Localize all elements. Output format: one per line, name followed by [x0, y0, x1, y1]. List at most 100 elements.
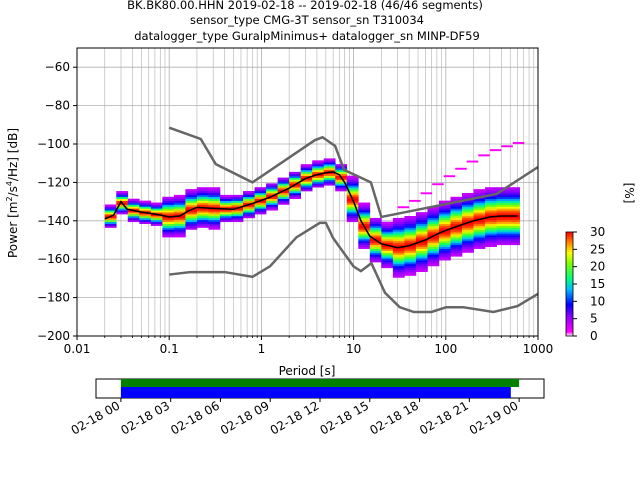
psd-density-cell: [392, 262, 405, 265]
psd-density-cell: [254, 189, 267, 192]
psd-density-cell: [496, 225, 509, 228]
psd-density-cell: [196, 192, 209, 196]
psd-density-cell: [392, 260, 405, 263]
y-axis-label: Power [m2/s4/Hz] [dB]: [5, 128, 20, 258]
y-tick-label: −160: [37, 252, 70, 266]
psd-density-cell: [243, 202, 255, 205]
psd-density-cell: [415, 269, 428, 272]
psd-density-cell: [369, 246, 382, 249]
psd-density-cell: [381, 240, 394, 244]
psd-density-cell: [254, 210, 267, 213]
psd-density-cell: [266, 206, 278, 209]
psd-density-cell: [139, 214, 152, 217]
psd-density-cell: [485, 240, 497, 244]
psd-density-cell: [266, 198, 278, 201]
psd-density-cell: [392, 242, 405, 246]
timeline-tick-label: 02-19 00: [467, 398, 521, 437]
psd-density-cell: [392, 235, 405, 238]
timeline-tick-label: 02-18 03: [118, 398, 172, 437]
psd-density-cell: [312, 181, 325, 184]
psd-density-cell: [196, 204, 209, 207]
psd-density-cell: [392, 239, 405, 242]
x-axis-label: Period [s]: [279, 364, 336, 378]
psd-density-cell: [381, 233, 394, 236]
psd-density-cell: [404, 256, 417, 259]
psd-density-cell: [427, 214, 440, 217]
psd-density-cell: [173, 210, 186, 213]
psd-density-cell: [438, 248, 451, 251]
psd-density-cell: [173, 196, 186, 200]
psd-density-cell: [450, 196, 463, 200]
psd-density-cell: [438, 217, 451, 221]
psd-density-cell: [254, 187, 267, 190]
psd-density-cell: [185, 196, 198, 200]
psd-density-cell: [473, 206, 486, 209]
psd-density-cell: [508, 239, 520, 242]
psd-density-cell: [208, 204, 221, 207]
psd-density-cell: [473, 223, 486, 226]
psd-density-cell: [473, 225, 486, 228]
psd-density-cell: [254, 194, 267, 198]
psd-density-cell: [450, 248, 463, 251]
psd-density-cell: [438, 258, 451, 261]
psd-density-cell: [277, 198, 290, 201]
psd-density-cell: [266, 208, 278, 211]
colorbar-gradient: [565, 231, 574, 337]
psd-density-cell: [392, 273, 405, 276]
psd-density-cell: [243, 196, 255, 200]
psd-density-cell: [485, 210, 497, 213]
grid-lines: [76, 48, 538, 337]
psd-density-cell: [392, 267, 405, 271]
psd-density-cell: [392, 275, 405, 278]
psd-density-cell: [150, 219, 163, 223]
psd-density-cell: [277, 183, 290, 186]
psd-density-cell: [196, 210, 209, 213]
psd-density-cell: [415, 248, 428, 251]
psd-density-cell: [508, 217, 520, 221]
psd-density-cell: [116, 204, 129, 207]
psd-density-cell: [496, 242, 509, 246]
psd-density-cell: [335, 189, 348, 192]
psd-density-cell: [462, 192, 474, 196]
psd-density-cell: [508, 189, 520, 192]
timeline-tick-label: 02-18 21: [417, 398, 471, 437]
psd-density-cell: [208, 225, 221, 228]
psd-density-cell: [116, 200, 129, 203]
psd-density-cell: [335, 181, 348, 184]
psd-density-cell: [427, 256, 440, 259]
psd-density-cell: [381, 227, 394, 230]
psd-density-cell: [369, 231, 382, 234]
psd-density-cell: [427, 258, 440, 261]
psd-density-cell: [116, 198, 129, 201]
psd-density-cell: [266, 183, 278, 186]
psd-density-cell: [266, 187, 278, 190]
psd-density-cell: [508, 231, 520, 234]
psd-density-cell: [104, 214, 117, 217]
psd-density-cell: [312, 164, 325, 167]
psd-density-cell: [208, 192, 221, 196]
psd-density-cell: [415, 229, 428, 232]
psd-density-cell: [196, 208, 209, 211]
psd-density-cell: [496, 231, 509, 234]
psd-density-cell: [508, 196, 520, 200]
psd-density-cell: [496, 214, 509, 217]
psd-density-cell: [496, 223, 509, 226]
psd-density-cell: [335, 185, 348, 188]
psd-density-cell: [496, 204, 509, 207]
psd-density-cell: [346, 183, 359, 186]
psd-density-cell: [473, 194, 486, 198]
psd-density-cell: [346, 217, 359, 221]
psd-density-cell: [231, 196, 244, 200]
psd-density-cell: [381, 265, 394, 269]
psd-density-cell: [404, 231, 417, 234]
psd-density-cell: [173, 223, 186, 226]
psd-density-cell: [358, 231, 371, 234]
psd-density-cell: [427, 223, 440, 226]
psd-density-cell: [381, 242, 394, 246]
psd-density-cell: [139, 204, 152, 207]
psd-density-cell: [358, 244, 371, 248]
psd-density-cell: [462, 235, 474, 238]
psd-density-cell: [358, 217, 371, 221]
psd-density-cell: [358, 206, 371, 209]
psd-density-cell: [508, 237, 520, 240]
